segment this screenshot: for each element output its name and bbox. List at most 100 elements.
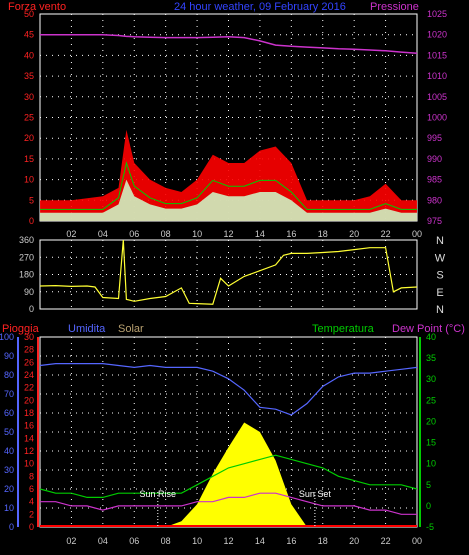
- temp-tick-label: 40: [426, 332, 436, 342]
- humidity-tick-label: 0: [9, 522, 14, 532]
- direction-tick-label: 90: [24, 287, 34, 297]
- pressure-tick-label: 990: [427, 154, 442, 164]
- pressure-axis-title: Pressione: [370, 1, 419, 13]
- x-tick-label: 14: [255, 536, 265, 546]
- compass-letter: N: [436, 304, 444, 316]
- wind-tick-label: 30: [24, 92, 34, 102]
- direction-tick-label: 270: [19, 252, 34, 262]
- humidity-tick-label: 10: [4, 503, 14, 513]
- x-tick-label: 06: [129, 229, 139, 239]
- rain-tick-label: 20: [24, 395, 34, 405]
- pressure-tick-label: 1010: [427, 71, 447, 81]
- humidity-tick-label: 100: [0, 332, 14, 342]
- wind-avg-line: [40, 161, 417, 210]
- wind-avg-area: [40, 179, 417, 221]
- rain-tick-label: 10: [24, 459, 34, 469]
- rain-tick-label: 18: [24, 408, 34, 418]
- x-tick-label: 00: [412, 536, 422, 546]
- humidity-tick-label: 60: [4, 408, 14, 418]
- humidity-tick-label: 50: [4, 427, 14, 437]
- x-tick-label: 18: [318, 536, 328, 546]
- compass-letter: N: [436, 235, 444, 247]
- x-tick-label: 08: [161, 229, 171, 239]
- x-tick-label: 06: [129, 536, 139, 546]
- temp-tick-label: 0: [426, 501, 431, 511]
- wind-tick-label: 5: [29, 195, 34, 205]
- pressure-tick-label: 1000: [427, 113, 447, 123]
- wind-tick-label: 50: [24, 9, 34, 19]
- temperature-legend: Temperatura: [312, 323, 375, 335]
- wind-tick-label: 10: [24, 175, 34, 185]
- compass-letter: E: [436, 287, 443, 299]
- humidity-line: [39, 363, 418, 416]
- x-tick-label: 04: [98, 229, 108, 239]
- x-tick-label: 16: [286, 229, 296, 239]
- wind-tick-label: 40: [24, 50, 34, 60]
- x-tick-label: 20: [349, 229, 359, 239]
- wind-direction-panel: 0 90 180 270 360: [19, 235, 418, 314]
- temp-tick-label: 15: [426, 438, 436, 448]
- wind-tick-label: 35: [24, 71, 34, 81]
- pressure-tick-label: 1020: [427, 30, 447, 40]
- rain-tick-label: 24: [24, 370, 34, 380]
- rain-tick-label: 14: [24, 433, 34, 443]
- pressure-tick-label: 1005: [427, 92, 447, 102]
- humidity-tick-label: 90: [4, 351, 14, 361]
- x-tick-label: 12: [223, 536, 233, 546]
- rain-tick-label: 16: [24, 421, 34, 431]
- wind-tick-label: 20: [24, 133, 34, 143]
- pressure-tick-label: 975: [427, 216, 442, 226]
- x-tick-label: 22: [381, 229, 391, 239]
- rain-tick-label: 4: [29, 497, 34, 507]
- pressure-tick-label: 980: [427, 195, 442, 205]
- x-tick-label: 14: [255, 229, 265, 239]
- humidity-temp-panel: 0102030405060708090100024681012141618202…: [0, 332, 436, 546]
- temp-tick-label: 25: [426, 395, 436, 405]
- x-tick-label: 18: [318, 229, 328, 239]
- x-tick-label: 04: [98, 536, 108, 546]
- rain-tick-label: 28: [24, 345, 34, 355]
- rain-tick-label: 12: [24, 446, 34, 456]
- humidity-tick-label: 80: [4, 370, 14, 380]
- wind-tick-label: 0: [29, 216, 34, 226]
- compass-letter: S: [436, 270, 443, 282]
- humidity-tick-label: 20: [4, 484, 14, 494]
- temperature-line: [39, 454, 418, 498]
- x-tick-label: 02: [66, 536, 76, 546]
- x-tick-label: 20: [349, 536, 359, 546]
- rain-tick-label: 8: [29, 471, 34, 481]
- x-tick-label: 02: [66, 229, 76, 239]
- rain-tick-label: 22: [24, 383, 34, 393]
- temp-tick-label: 10: [426, 459, 436, 469]
- wind-axis-title: Forza vento: [8, 1, 66, 13]
- wind-tick-label: 15: [24, 154, 34, 164]
- solar-area: [40, 422, 417, 527]
- x-tick-label: 16: [286, 536, 296, 546]
- sun-rise-label: Sun Rise: [140, 489, 177, 499]
- direction-tick-label: 180: [19, 270, 34, 280]
- rain-legend: Pioggia: [2, 323, 40, 335]
- wind-pressure-panel: 0510152025303540455097598098599099510001…: [24, 9, 447, 239]
- direction-tick-label: 360: [19, 235, 34, 245]
- pressure-tick-label: 1025: [427, 9, 447, 19]
- dewpoint-legend: Dew Point (°C): [392, 323, 465, 335]
- temp-tick-label: -5: [426, 522, 434, 532]
- pressure-tick-label: 985: [427, 175, 442, 185]
- x-tick-label: 10: [192, 229, 202, 239]
- sun-set-label: Sun Set: [299, 489, 332, 499]
- x-tick-label: 10: [192, 536, 202, 546]
- rain-tick-label: 0: [29, 522, 34, 532]
- pressure-line: [40, 33, 418, 55]
- pressure-tick-label: 995: [427, 133, 442, 143]
- pressure-tick-label: 1015: [427, 50, 447, 60]
- wind-direction-panel-frame: [39, 239, 418, 310]
- chart-title: 24 hour weather, 09 February 2016: [174, 1, 346, 13]
- humidity-tick-label: 40: [4, 446, 14, 456]
- temp-tick-label: 30: [426, 374, 436, 384]
- x-tick-label: 22: [381, 536, 391, 546]
- humidity-tick-label: 30: [4, 465, 14, 475]
- rain-tick-label: 2: [29, 509, 34, 519]
- rain-tick-label: 6: [29, 484, 34, 494]
